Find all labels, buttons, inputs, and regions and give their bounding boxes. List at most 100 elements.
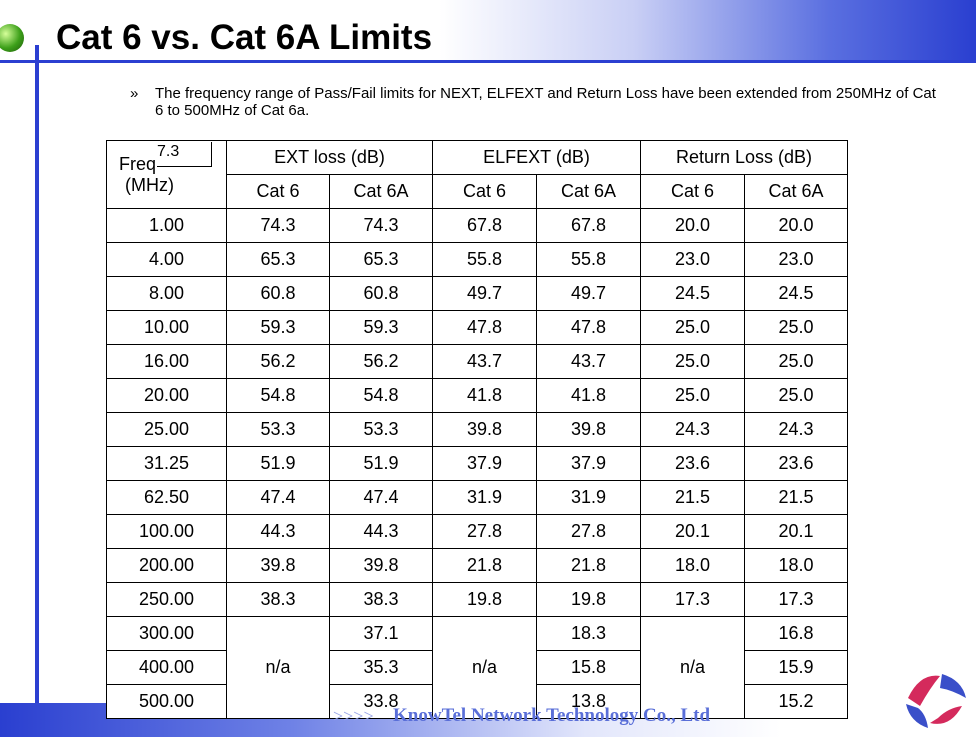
table-cell: 24.3 [640,412,745,447]
bullet-marker: » [130,85,139,102]
table-cell: 21.5 [640,480,745,515]
table-cell: 250.00 [106,582,227,617]
table-cell: 47.8 [536,310,641,345]
table-cell: 67.8 [432,208,537,243]
table-cell: 20.0 [744,208,848,243]
table-cell: 49.7 [536,276,641,311]
table-cell: 53.3 [226,412,330,447]
header-band [0,0,976,60]
table-cell: 51.9 [226,446,330,481]
table-cell: 56.2 [329,344,433,379]
table-cell: 60.8 [329,276,433,311]
table-cell: 200.00 [106,548,227,583]
table-cell: 15.2 [744,684,848,719]
table-cell: 59.3 [226,310,330,345]
side-rule [35,45,39,737]
table-cell: 24.3 [744,412,848,447]
table-cell: 39.8 [329,548,433,583]
table-cell: 16.8 [744,616,848,651]
table-cell: 25.0 [744,344,848,379]
table-cell: 24.5 [744,276,848,311]
table-cell: 21.8 [432,548,537,583]
bullet-ball [0,24,24,52]
table-cell: 56.2 [226,344,330,379]
table-cell: 20.00 [106,378,227,413]
footer-arrows: >>>> [333,706,374,726]
table-cell: 38.3 [226,582,330,617]
table-cell: 35.3 [329,650,433,685]
table-cell: 25.00 [106,412,227,447]
table-cell: 23.0 [640,242,745,277]
table-cell: 39.8 [536,412,641,447]
table-cell: 300.00 [106,616,227,651]
table-cell: 23.0 [744,242,848,277]
table-cell: 54.8 [226,378,330,413]
table-cell: 54.8 [329,378,433,413]
header-rule [0,60,976,63]
table-cell: 41.8 [432,378,537,413]
table-cell: 13.8 [536,684,641,719]
table-cell: 55.8 [432,242,537,277]
table-cell: 25.0 [744,310,848,345]
table-cell: 65.3 [329,242,433,277]
table-cell: 41.8 [536,378,641,413]
table-cell: 44.3 [226,514,330,549]
table-cell: 1.00 [106,208,227,243]
table-cell: 19.8 [536,582,641,617]
table-cell: 60.8 [226,276,330,311]
table-cell: 53.3 [329,412,433,447]
table-cell: 43.7 [536,344,641,379]
table-cell: 33.8 [329,684,433,719]
table-cell: 15.9 [744,650,848,685]
table-cell: 18.0 [640,548,745,583]
table-cell: 25.0 [640,310,745,345]
table-cell: Cat 6A [536,174,641,209]
bullet-text: The frequency range of Pass/Fail limits … [155,85,936,119]
table-cell: 31.9 [432,480,537,515]
table-cell: 20.0 [640,208,745,243]
table-cell: 47.8 [432,310,537,345]
table-cell: 25.0 [744,378,848,413]
table-cell: 27.8 [432,514,537,549]
table-cell: 10.00 [106,310,227,345]
footer-company: KnowTel Network Technology Co., Ltd [393,705,711,726]
table-cell: 38.3 [329,582,433,617]
table-cell: Return Loss (dB) [640,140,848,175]
table-cell: 31.25 [106,446,227,481]
table-cell: 67.8 [536,208,641,243]
limits-table: Freq (MHz) EXT loss (dB) ELFEXT (dB) Return … [106,140,848,719]
table-cell: 15.8 [536,650,641,685]
freq-header: (MHz) [125,174,174,195]
table-cell: 25.0 [640,378,745,413]
table-cell: n/a [640,616,745,719]
table-cell: 65.3 [226,242,330,277]
table-cell: 51.9 [329,446,433,481]
overlay-box: 7.3 [157,142,212,167]
table-cell: n/a [432,616,537,719]
table-cell: 24.5 [640,276,745,311]
table-cell: 39.8 [432,412,537,447]
table-cell: 39.8 [226,548,330,583]
logo [906,674,966,728]
table-cell: 23.6 [744,446,848,481]
table-cell: Cat 6 [640,174,745,209]
table-cell: 37.9 [536,446,641,481]
table-cell: 20.1 [640,514,745,549]
table-cell: 18.3 [536,616,641,651]
table-cell: 20.1 [744,514,848,549]
table-cell: 21.5 [744,480,848,515]
table-cell: 400.00 [106,650,227,685]
table-cell: Cat 6A [744,174,848,209]
table-cell: 59.3 [329,310,433,345]
table-cell: 55.8 [536,242,641,277]
table-cell: 8.00 [106,276,227,311]
table-cell: 44.3 [329,514,433,549]
table-cell: 62.50 [106,480,227,515]
table-cell: 49.7 [432,276,537,311]
table-cell: n/a [226,616,330,719]
table-cell: 47.4 [226,480,330,515]
table-cell: 25.0 [640,344,745,379]
table-cell: 31.9 [536,480,641,515]
table-cell: 27.8 [536,514,641,549]
